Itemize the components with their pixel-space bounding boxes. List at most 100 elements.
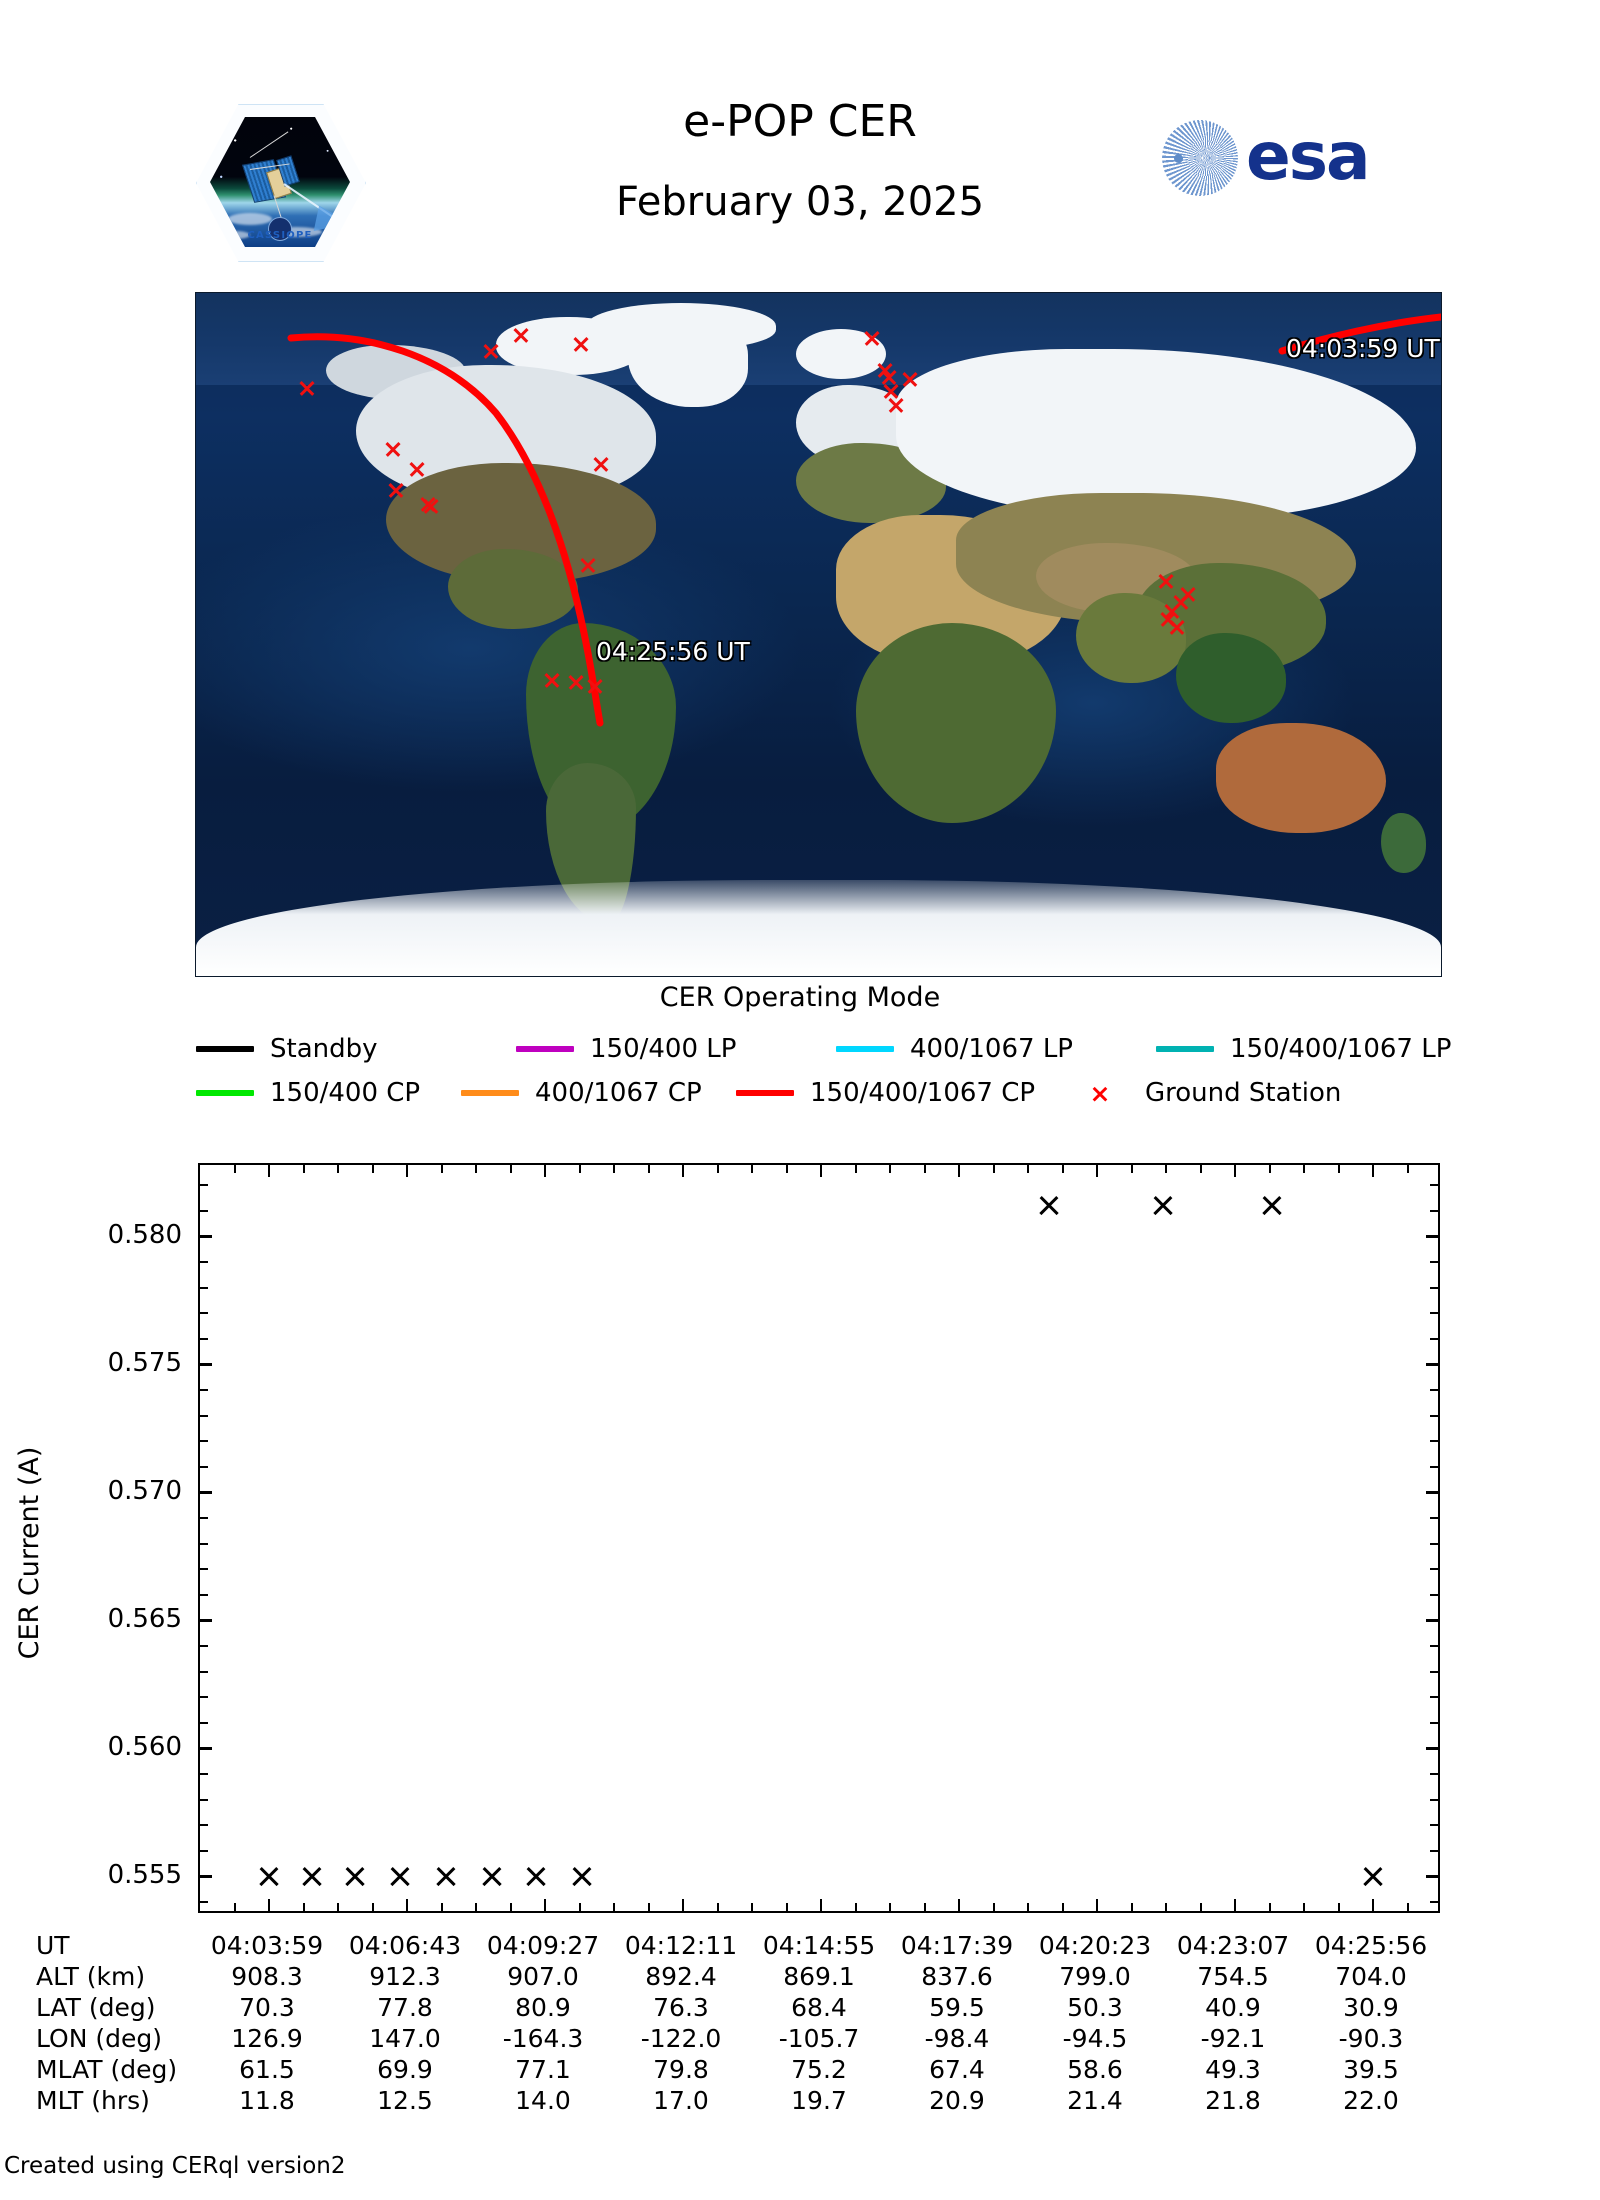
x-axis-minor-tick bbox=[1165, 1165, 1167, 1173]
x-axis-minor-tick bbox=[1061, 1165, 1064, 1173]
x-axis-major-tick bbox=[819, 1165, 823, 1177]
x-axis-minor-tick bbox=[716, 1903, 719, 1911]
footer-credit: Created using CERql version2 bbox=[4, 2153, 346, 2179]
esa-inner-swirl-icon bbox=[1188, 140, 1224, 176]
ground-station-marker bbox=[566, 672, 586, 692]
y-axis-minor-tick bbox=[1430, 1824, 1438, 1827]
x-axis-major-tick bbox=[819, 1899, 823, 1911]
x-axis-minor-tick bbox=[1027, 1165, 1029, 1173]
y-axis-minor-tick bbox=[1430, 1312, 1438, 1315]
table-cell: 14.0 bbox=[515, 2086, 571, 2115]
cassiope-logo-label: CASSIOPE bbox=[247, 230, 313, 241]
legend-color-swatch bbox=[736, 1090, 794, 1096]
ground-station-marker bbox=[511, 325, 531, 345]
x-axis-minor-tick bbox=[1130, 1165, 1133, 1173]
data-point-marker bbox=[1150, 1193, 1176, 1219]
x-axis-minor-tick bbox=[1406, 1903, 1409, 1911]
x-axis-minor-tick bbox=[371, 1903, 374, 1911]
table-cell: 61.5 bbox=[239, 2055, 295, 2084]
y-axis-minor-tick bbox=[200, 1645, 208, 1648]
y-axis-minor-tick bbox=[200, 1594, 208, 1597]
legend-color-swatch bbox=[461, 1090, 519, 1096]
map-land-mexico bbox=[448, 549, 578, 629]
ground-station-marker bbox=[1167, 617, 1187, 637]
y-axis-tick-label: 0.575 bbox=[107, 1347, 182, 1378]
x-axis-minor-tick bbox=[1199, 1165, 1202, 1173]
table-cell: -122.0 bbox=[640, 2024, 722, 2053]
table-cell: 12.5 bbox=[377, 2086, 433, 2115]
x-axis-minor-tick bbox=[302, 1165, 305, 1173]
legend-color-swatch bbox=[196, 1090, 254, 1096]
y-axis-major-tick bbox=[200, 1363, 212, 1366]
x-axis-minor-tick bbox=[475, 1903, 477, 1911]
y-axis-tick-label: 0.555 bbox=[107, 1859, 182, 1890]
page-header: CASSIOPE e-POP CER February 03, 2025 esa bbox=[0, 0, 1600, 280]
table-row: ALT (km) 908.3 912.3 907.0 892.4 869.1 837.6 79… bbox=[36, 1961, 1566, 1992]
y-axis-major-tick bbox=[1426, 1491, 1438, 1494]
ground-station-marker bbox=[886, 395, 906, 415]
table-cell: 912.3 bbox=[369, 1962, 441, 1991]
table-cell: 869.1 bbox=[783, 1962, 855, 1991]
x-axis-major-tick bbox=[543, 1165, 547, 1177]
data-point-marker bbox=[342, 1864, 368, 1890]
legend-item: 400/1067 CP bbox=[461, 1072, 702, 1114]
legend-item: 150/400 CP bbox=[196, 1072, 420, 1114]
table-cell: 20.9 bbox=[929, 2086, 985, 2115]
table-cell: -92.1 bbox=[1200, 2024, 1266, 2053]
x-axis-minor-tick bbox=[337, 1165, 339, 1173]
table-cell: 77.1 bbox=[515, 2055, 571, 2084]
x-axis-major-tick bbox=[267, 1165, 271, 1177]
y-axis-major-tick bbox=[200, 1875, 212, 1878]
cassiope-logo: CASSIOPE bbox=[196, 104, 366, 262]
x-axis-major-tick bbox=[1233, 1165, 1237, 1177]
y-axis-minor-tick bbox=[1430, 1261, 1438, 1264]
legend-x-marker-icon: × bbox=[1089, 1078, 1111, 1108]
legend-item-label: 400/1067 CP bbox=[535, 1078, 702, 1108]
legend-item-label: Standby bbox=[270, 1034, 378, 1064]
table-cell: 126.9 bbox=[231, 2024, 303, 2053]
y-axis-minor-tick bbox=[1430, 1773, 1438, 1776]
y-axis-major-tick bbox=[1426, 1363, 1438, 1366]
x-axis-minor-tick bbox=[923, 1903, 926, 1911]
table-cell: -94.5 bbox=[1062, 2024, 1128, 2053]
table-cell: 04:12:11 bbox=[624, 1931, 738, 1960]
y-axis-minor-tick bbox=[1430, 1542, 1438, 1545]
x-axis-major-tick bbox=[405, 1899, 409, 1911]
esa-wordmark: esa bbox=[1246, 118, 1371, 195]
x-axis-minor-tick bbox=[371, 1165, 374, 1173]
data-point-marker bbox=[1360, 1864, 1386, 1890]
y-axis-minor-tick bbox=[200, 1517, 208, 1520]
ground-station-marker bbox=[585, 676, 605, 696]
earth-cloud bbox=[270, 227, 322, 237]
x-axis-major-tick bbox=[1233, 1899, 1237, 1911]
legend-item: 150/400 LP bbox=[516, 1028, 736, 1070]
x-axis-minor-tick bbox=[578, 1903, 581, 1911]
x-axis-minor-tick bbox=[854, 1903, 857, 1911]
table-cell: 04:17:39 bbox=[900, 1931, 1014, 1960]
x-axis-minor-tick bbox=[1268, 1165, 1271, 1173]
world-map-image: 04:03:59 UT 04:25:56 UT bbox=[196, 293, 1441, 976]
table-cell: 04:03:59 bbox=[210, 1931, 324, 1960]
y-axis-minor-tick bbox=[1430, 1696, 1438, 1699]
y-axis-minor-tick bbox=[1430, 1184, 1438, 1187]
y-axis-minor-tick bbox=[1430, 1568, 1438, 1571]
legend-item-label: 150/400/1067 LP bbox=[1230, 1034, 1452, 1064]
x-axis-major-tick bbox=[681, 1165, 685, 1177]
table-cell: 77.8 bbox=[377, 1993, 433, 2022]
x-axis-minor-tick bbox=[751, 1903, 753, 1911]
y-axis-minor-tick bbox=[200, 1338, 208, 1341]
table-cell: -105.7 bbox=[778, 2024, 860, 2053]
table-cell: 30.9 bbox=[1343, 1993, 1399, 2022]
x-axis-minor-tick bbox=[1027, 1903, 1029, 1911]
table-cell: 40.9 bbox=[1205, 1993, 1261, 2022]
cer-current-plot bbox=[198, 1163, 1440, 1913]
y-axis-tick-label: 0.560 bbox=[107, 1731, 182, 1762]
x-axis-minor-tick bbox=[751, 1165, 753, 1173]
ground-station-marker bbox=[386, 480, 406, 500]
table-cell: 04:25:56 bbox=[1314, 1931, 1428, 1960]
table-row: LON (deg) 126.9 147.0 -164.3 -122.0 -105.7 -98… bbox=[36, 2023, 1566, 2054]
y-axis-minor-tick bbox=[1430, 1338, 1438, 1341]
y-axis-minor-tick bbox=[1430, 1722, 1438, 1725]
y-axis-minor-tick bbox=[1430, 1594, 1438, 1597]
data-point-marker bbox=[433, 1864, 459, 1890]
